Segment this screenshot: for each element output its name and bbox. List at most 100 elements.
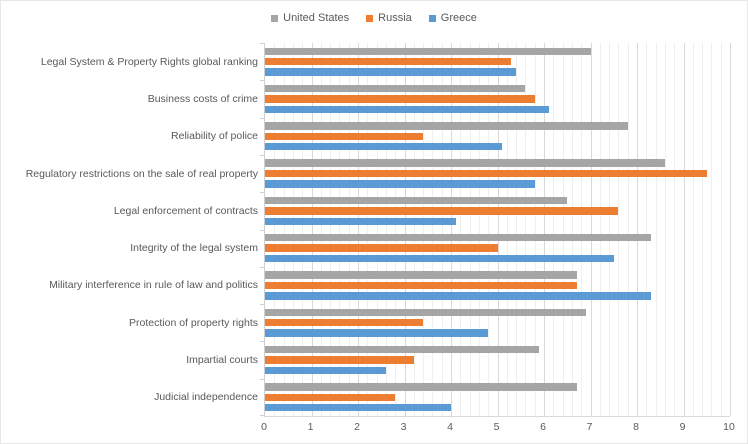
category-label: Reliability of police bbox=[171, 130, 258, 143]
bar-group bbox=[265, 80, 730, 117]
minor-gridline bbox=[441, 43, 443, 416]
x-axis-tick-label: 9 bbox=[679, 421, 686, 433]
category-axis-tick bbox=[260, 154, 265, 156]
minor-gridline bbox=[339, 43, 341, 416]
minor-gridline bbox=[330, 43, 332, 416]
category-axis-labels: Legal System & Property Rights global ra… bbox=[1, 43, 258, 416]
minor-gridline bbox=[283, 43, 285, 416]
major-gridline bbox=[544, 43, 545, 416]
minor-gridline bbox=[599, 43, 601, 416]
x-axis-tick-label: 3 bbox=[400, 421, 407, 433]
bar-group bbox=[265, 267, 730, 304]
legend-item-greece: Greece bbox=[428, 12, 477, 24]
x-axis-tick-label: 7 bbox=[586, 421, 593, 433]
category-label: Integrity of the legal system bbox=[130, 242, 258, 255]
minor-gridline bbox=[469, 43, 471, 416]
minor-gridline bbox=[525, 43, 527, 416]
major-gridline bbox=[404, 43, 406, 416]
bar-united-states bbox=[265, 47, 591, 55]
major-gridline bbox=[637, 43, 638, 416]
category-label: Impartial courts bbox=[186, 354, 258, 367]
category-axis-tick bbox=[260, 117, 265, 119]
bar-united-states bbox=[265, 234, 651, 242]
category-axis-tick bbox=[260, 80, 265, 82]
major-gridline bbox=[590, 43, 592, 416]
bar-greece bbox=[265, 292, 651, 300]
minor-gridline bbox=[571, 43, 573, 416]
bar-russia bbox=[265, 132, 424, 140]
legend-label: Greece bbox=[440, 12, 477, 24]
bar-russia bbox=[265, 169, 707, 178]
bar-united-states bbox=[265, 84, 526, 93]
major-gridline bbox=[358, 43, 359, 416]
category-axis-tick bbox=[260, 378, 265, 380]
category-label: Protection of property rights bbox=[129, 316, 258, 329]
bar-russia bbox=[265, 95, 535, 103]
x-axis-tick-label: 10 bbox=[723, 421, 735, 433]
bar-greece bbox=[265, 180, 535, 188]
minor-gridline bbox=[562, 43, 564, 416]
x-axis-labels: 0 1 2 3 4 5 6 7 8 9 10 bbox=[261, 421, 735, 435]
bar-russia bbox=[265, 319, 424, 327]
plot-area bbox=[260, 43, 731, 417]
minor-gridline bbox=[516, 43, 518, 416]
category-axis-tick bbox=[260, 229, 265, 231]
minor-gridline bbox=[711, 43, 713, 416]
minor-gridline bbox=[488, 43, 490, 416]
bar-russia bbox=[265, 244, 498, 252]
minor-gridline bbox=[627, 43, 629, 416]
bar-rows bbox=[265, 43, 730, 416]
bar-group bbox=[265, 155, 730, 192]
minor-gridline bbox=[320, 43, 322, 416]
category-label: Regulatory restrictions on the sale of r… bbox=[25, 167, 258, 180]
bar-group bbox=[265, 304, 730, 341]
minor-gridline bbox=[395, 43, 397, 416]
category-label: Legal enforcement of contracts bbox=[113, 204, 258, 217]
minor-gridline bbox=[581, 43, 583, 416]
category-label: Judicial independence bbox=[154, 391, 258, 404]
major-gridline bbox=[683, 43, 685, 416]
bar-group bbox=[265, 341, 730, 378]
bar-united-states bbox=[265, 196, 568, 205]
minor-gridline bbox=[302, 43, 304, 416]
minor-gridline bbox=[376, 43, 378, 416]
minor-gridline bbox=[692, 43, 694, 416]
x-axis-tick-label: 8 bbox=[633, 421, 639, 433]
minor-gridline bbox=[385, 43, 387, 416]
legend-item-russia: Russia bbox=[366, 12, 412, 24]
bar-russia bbox=[265, 393, 396, 402]
legend-swatch-icon bbox=[366, 14, 374, 22]
major-gridline bbox=[451, 43, 452, 416]
bar-russia bbox=[265, 356, 414, 364]
x-axis-tick-label: 0 bbox=[261, 421, 267, 433]
category-axis-tick bbox=[260, 43, 265, 44]
bar-greece bbox=[265, 105, 549, 114]
minor-gridline bbox=[553, 43, 555, 416]
major-gridline bbox=[311, 43, 313, 416]
category-label: Military interference in rule of law and… bbox=[49, 279, 258, 292]
x-axis-tick-label: 2 bbox=[354, 421, 360, 433]
bar-united-states bbox=[265, 122, 628, 130]
bar-united-states bbox=[265, 271, 577, 279]
legend-label: Russia bbox=[378, 12, 412, 24]
category-axis-tick bbox=[260, 304, 265, 306]
bar-united-states bbox=[265, 308, 586, 317]
minor-gridline bbox=[702, 43, 704, 416]
minor-gridline bbox=[432, 43, 434, 416]
minor-gridline bbox=[367, 43, 369, 416]
legend: United States Russia Greece bbox=[1, 12, 747, 24]
bar-greece bbox=[265, 254, 614, 263]
legend-swatch-icon bbox=[271, 14, 279, 22]
minor-gridline bbox=[534, 43, 536, 416]
major-gridline bbox=[497, 43, 499, 416]
minor-gridline bbox=[460, 43, 462, 416]
minor-gridline bbox=[413, 43, 415, 416]
category-label: Business costs of crime bbox=[147, 92, 258, 105]
bar-group bbox=[265, 43, 730, 80]
category-axis-tick bbox=[260, 192, 265, 194]
bar-united-states bbox=[265, 345, 540, 354]
bar-greece bbox=[265, 142, 503, 151]
category-axis-tick bbox=[260, 341, 265, 343]
bar-united-states bbox=[265, 383, 577, 391]
minor-gridline bbox=[348, 43, 350, 416]
